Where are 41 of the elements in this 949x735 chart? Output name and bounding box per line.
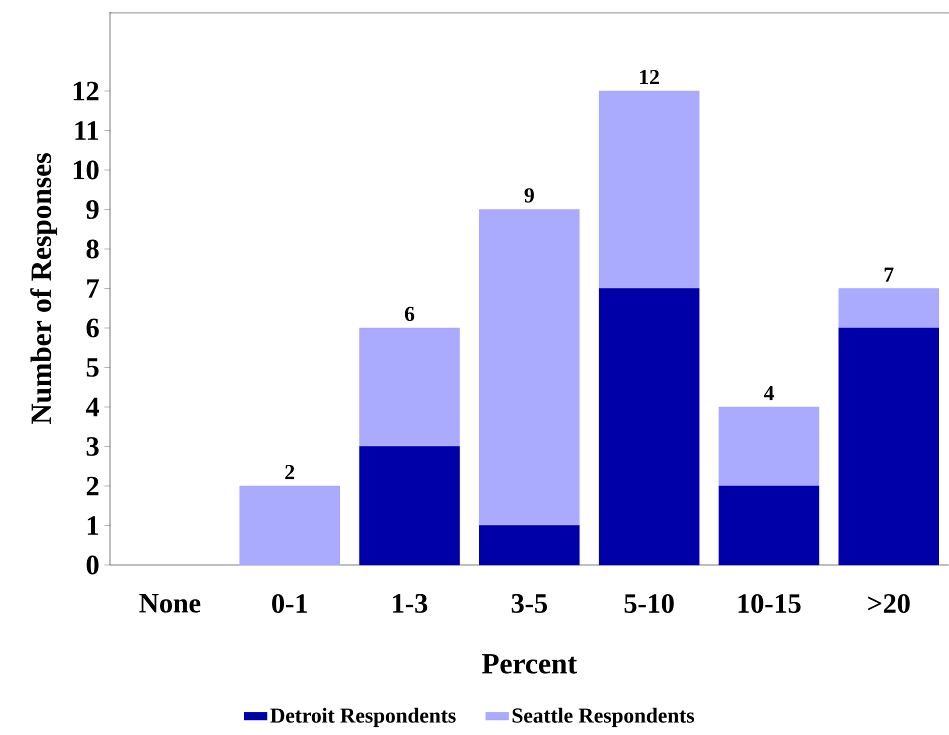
bar xyxy=(359,328,460,447)
y-tick-label: 2 xyxy=(86,476,98,496)
bar xyxy=(479,209,580,526)
y-axis-title: Number of Responses xyxy=(30,153,58,424)
total-label: 2 xyxy=(285,464,294,480)
y-tick-label: 4 xyxy=(86,398,100,416)
bar xyxy=(598,90,700,289)
total-label: 9 xyxy=(524,188,534,203)
y-tick-label: 8 xyxy=(86,240,99,258)
x-tick-label: None xyxy=(139,594,200,613)
y-tick-label: 7 xyxy=(87,279,99,298)
bar xyxy=(359,446,460,566)
y-tick-label: 6 xyxy=(86,318,99,338)
x-tick-label: 0-1 xyxy=(272,594,307,613)
x-tick-label: 3-5 xyxy=(512,594,547,613)
x-tick-label: >20 xyxy=(868,594,910,613)
y-tick-label: 0 xyxy=(86,556,99,574)
bar xyxy=(598,288,700,566)
x-tick-label: 5-10 xyxy=(624,594,674,613)
y-tick-label: 12 xyxy=(74,82,98,100)
total-label: 12 xyxy=(640,70,659,84)
y-tick-label: 3 xyxy=(86,437,99,456)
legend-label: Detroit Respondents xyxy=(270,708,456,728)
y-tick-label: 1 xyxy=(88,516,98,535)
bar xyxy=(718,406,820,486)
total-label: 4 xyxy=(764,386,774,400)
y-tick-label: 10 xyxy=(74,160,99,180)
x-axis-title: Percent xyxy=(482,654,577,674)
bar xyxy=(479,525,580,566)
x-tick-label: 1-3 xyxy=(393,594,428,613)
x-tick-label: 10-15 xyxy=(738,594,801,613)
bar xyxy=(239,486,340,566)
bar xyxy=(718,486,820,566)
legend-label: Seattle Respondents xyxy=(512,708,694,728)
bar xyxy=(838,288,940,328)
y-tick-label: 9 xyxy=(86,200,99,219)
total-label: 7 xyxy=(884,268,894,282)
y-tick-label: 11 xyxy=(75,121,98,140)
y-tick-label: 5 xyxy=(86,358,99,377)
bar xyxy=(838,328,940,566)
total-label: 6 xyxy=(404,306,414,322)
